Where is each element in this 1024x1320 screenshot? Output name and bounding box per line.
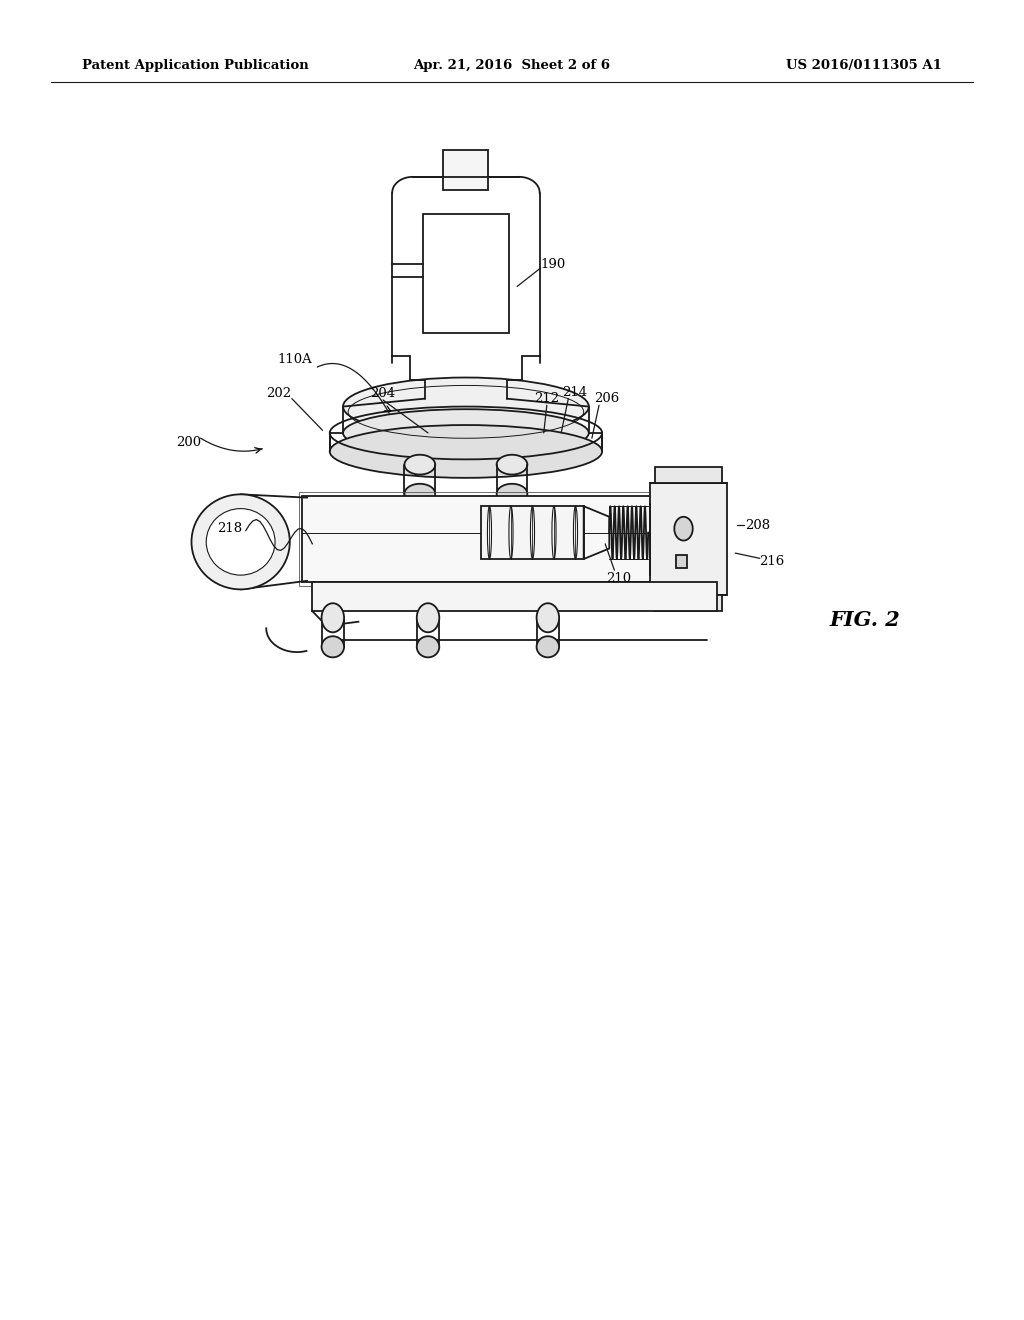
Bar [302, 496, 655, 582]
Text: 200: 200 [176, 436, 201, 449]
Text: Apr. 21, 2016  Sheet 2 of 6: Apr. 21, 2016 Sheet 2 of 6 [414, 59, 610, 73]
Text: 210: 210 [606, 572, 631, 585]
Text: 216: 216 [760, 554, 784, 568]
Ellipse shape [322, 603, 344, 632]
Bar [481, 507, 584, 560]
Text: 206: 206 [595, 392, 620, 405]
Ellipse shape [497, 454, 527, 474]
Ellipse shape [404, 454, 435, 474]
Text: 202: 202 [266, 387, 291, 400]
Ellipse shape [537, 603, 559, 632]
Ellipse shape [343, 409, 589, 457]
Ellipse shape [191, 495, 290, 590]
Bar [443, 150, 488, 190]
Text: 214: 214 [562, 385, 587, 399]
Text: 208: 208 [745, 519, 770, 532]
Ellipse shape [206, 508, 275, 576]
Ellipse shape [417, 603, 439, 632]
Ellipse shape [330, 425, 602, 478]
Bar [676, 556, 686, 569]
Ellipse shape [497, 483, 527, 503]
Ellipse shape [322, 636, 344, 657]
Bar [312, 582, 717, 611]
Bar [655, 467, 722, 483]
Ellipse shape [674, 517, 692, 541]
Bar [423, 214, 509, 333]
Bar [299, 492, 658, 586]
Text: US 2016/0111305 A1: US 2016/0111305 A1 [786, 59, 942, 73]
Text: 190: 190 [541, 257, 565, 271]
Text: Patent Application Publication: Patent Application Publication [82, 59, 308, 73]
Text: 204: 204 [371, 387, 395, 400]
Text: 218: 218 [217, 521, 242, 535]
Ellipse shape [417, 636, 439, 657]
Ellipse shape [404, 483, 435, 503]
Text: 212: 212 [535, 392, 559, 405]
Ellipse shape [343, 378, 589, 436]
Ellipse shape [537, 636, 559, 657]
Bar [655, 595, 722, 611]
Text: 110A: 110A [278, 352, 312, 366]
Text: FIG. 2: FIG. 2 [829, 610, 900, 631]
Bar [650, 483, 727, 595]
